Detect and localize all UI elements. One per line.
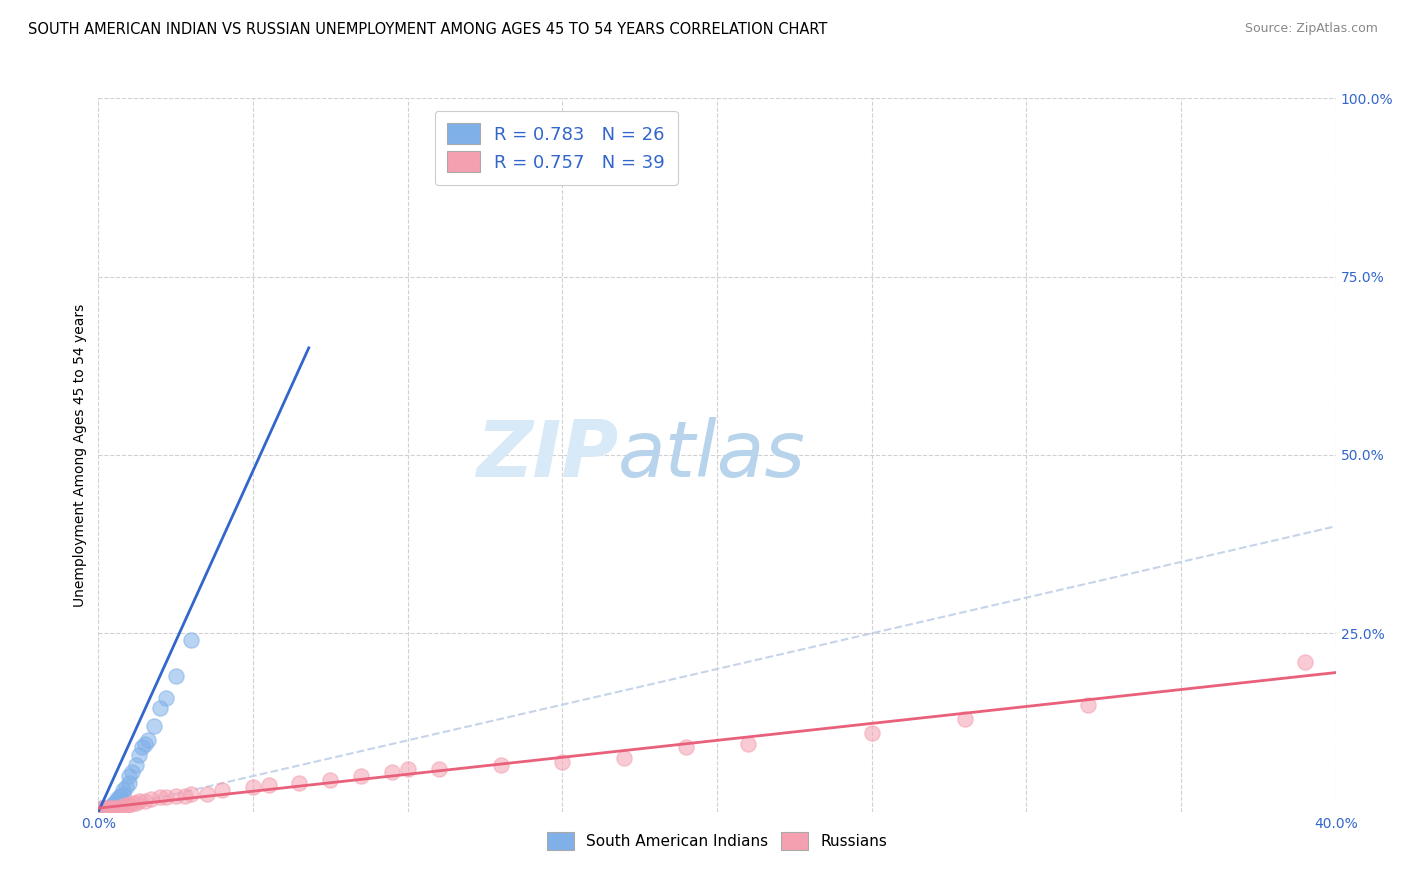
Point (1294, 655, 1316, 669)
Point (149, 790, 172, 805)
Point (396, 762, 419, 776)
Point (139, 792, 162, 806)
Point (93, 801, 115, 815)
Text: ZIP: ZIP (475, 417, 619, 493)
Point (242, 780, 264, 794)
Text: Source: ZipAtlas.com: Source: ZipAtlas.com (1244, 22, 1378, 36)
Point (103, 797, 125, 812)
Text: atlas: atlas (619, 417, 806, 493)
Point (108, 789, 131, 803)
Point (257, 778, 280, 792)
Y-axis label: Unemployment Among Ages 45 to 54 years: Unemployment Among Ages 45 to 54 years (73, 303, 87, 607)
Point (427, 762, 450, 776)
Point (128, 794, 150, 808)
Point (860, 726, 883, 740)
Point (180, 787, 202, 801)
Point (174, 789, 197, 803)
Point (134, 737, 156, 751)
Point (211, 783, 233, 797)
Point (121, 765, 143, 780)
Point (953, 712, 976, 726)
Point (121, 796, 143, 810)
Point (1077, 698, 1099, 712)
Point (737, 737, 759, 751)
Point (155, 790, 177, 805)
Point (675, 740, 697, 755)
Point (350, 769, 373, 783)
Point (97, 801, 120, 815)
Point (118, 769, 141, 783)
Point (613, 751, 636, 765)
Point (97, 801, 120, 815)
Point (288, 776, 311, 790)
Point (118, 776, 141, 790)
Point (489, 758, 512, 772)
Point (115, 797, 138, 812)
Point (103, 801, 125, 815)
Point (105, 801, 128, 815)
Point (124, 796, 146, 810)
Legend: South American Indians, Russians: South American Indians, Russians (538, 825, 896, 857)
Point (131, 740, 153, 755)
Point (90, 801, 112, 815)
Point (103, 796, 125, 810)
Point (112, 799, 135, 814)
Text: SOUTH AMERICAN INDIAN VS RUSSIAN UNEMPLOYMENT AMONG AGES 45 TO 54 YEARS CORRELAT: SOUTH AMERICAN INDIAN VS RUSSIAN UNEMPLO… (28, 22, 828, 37)
Point (149, 701, 172, 715)
Point (128, 747, 150, 762)
Point (165, 789, 187, 803)
Point (136, 733, 159, 747)
Point (551, 755, 574, 769)
Point (90, 801, 112, 815)
Point (105, 792, 128, 806)
Point (108, 790, 131, 805)
Point (165, 669, 187, 683)
Point (108, 801, 131, 815)
Point (93, 801, 115, 815)
Point (115, 780, 138, 794)
Point (143, 719, 166, 733)
Point (100, 799, 122, 814)
Point (180, 633, 202, 648)
Point (319, 772, 342, 787)
Point (134, 794, 156, 808)
Point (105, 794, 128, 808)
Point (112, 783, 135, 797)
Point (155, 690, 177, 705)
Point (381, 765, 404, 780)
Point (100, 801, 122, 815)
Point (124, 758, 146, 772)
Point (112, 787, 135, 801)
Point (118, 797, 141, 812)
Point (195, 787, 218, 801)
